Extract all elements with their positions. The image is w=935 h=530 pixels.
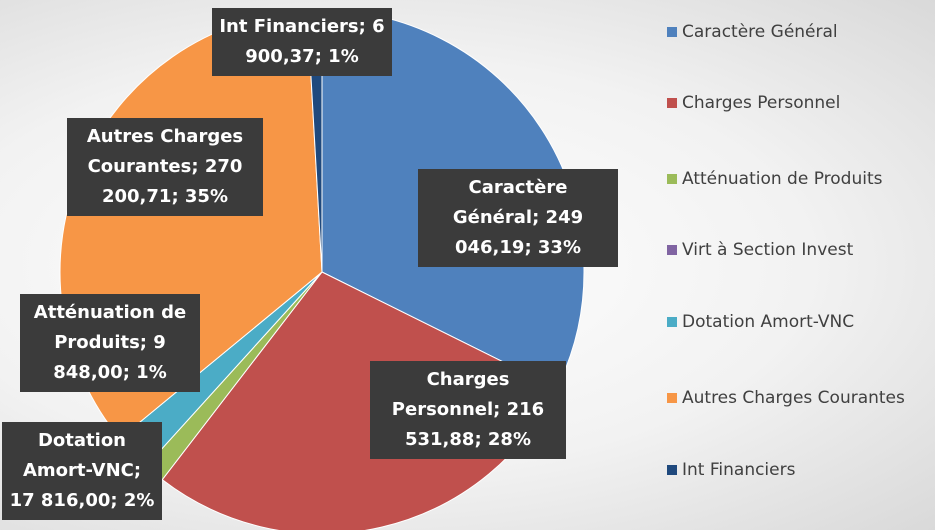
data-label: Charges Personnel; 216 531,88; 28% <box>370 361 566 459</box>
legend-item: Dotation Amort-VNC <box>667 312 854 332</box>
legend-label: Dotation Amort-VNC <box>682 312 855 332</box>
legend-swatch <box>667 317 677 327</box>
legend-item: Autres Charges Courantes <box>667 388 905 408</box>
legend-item: Caractère Général <box>667 22 838 42</box>
legend-swatch <box>667 27 677 37</box>
legend-label: Autres Charges Courantes <box>682 388 905 408</box>
data-label: Caractère Général; 249 046,19; 33% <box>418 169 618 267</box>
legend-swatch <box>667 393 677 403</box>
legend-swatch <box>667 465 677 475</box>
legend-item: Int Financiers <box>667 460 795 480</box>
legend-label: Int Financiers <box>682 460 796 480</box>
legend-label: Virt à Section Invest <box>682 240 854 260</box>
legend-swatch <box>667 245 677 255</box>
data-label: Autres Charges Courantes; 270 200,71; 35… <box>67 118 263 216</box>
legend-label: Atténuation de Produits <box>682 169 883 189</box>
legend-swatch <box>667 174 677 184</box>
data-label: Int Financiers; 6 900,37; 1% <box>212 8 392 76</box>
legend-item: Charges Personnel <box>667 93 840 113</box>
legend-item: Virt à Section Invest <box>667 240 853 260</box>
legend-item: Atténuation de Produits <box>667 169 883 189</box>
legend-swatch <box>667 98 677 108</box>
data-label: Atténuation de Produits; 9 848,00; 1% <box>20 294 200 392</box>
legend-label: Caractère Général <box>682 22 838 42</box>
legend-label: Charges Personnel <box>682 93 841 113</box>
data-label: Dotation Amort-VNC; 17 816,00; 2% <box>2 422 162 520</box>
